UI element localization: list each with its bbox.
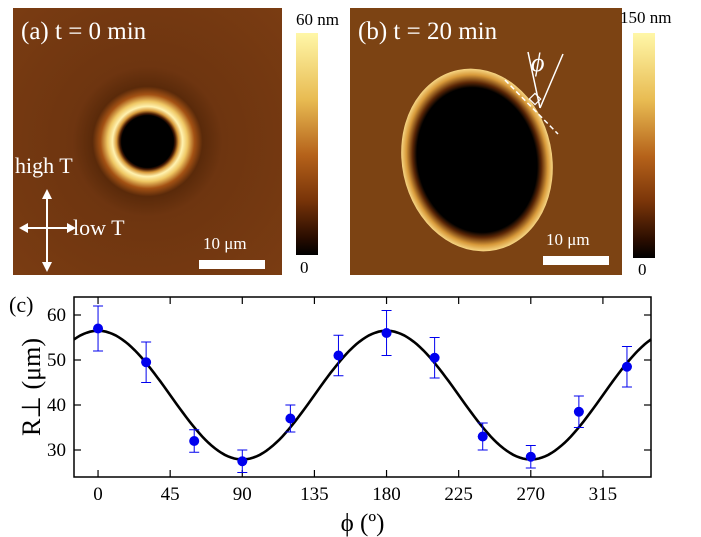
plot-frame <box>73 296 652 478</box>
high-t-label: high T <box>15 153 73 178</box>
scale-bar-b <box>543 256 609 265</box>
colorbar-a-max: 60 nm <box>296 10 339 29</box>
x-tick-label: 0 <box>93 484 103 505</box>
scale-label-b: 10 μm <box>546 230 590 249</box>
y-axis-label: R⊥ (μm) <box>17 338 46 436</box>
plot-area: 0 45 90 135 180 225 270 315 30 40 50 60R⊥ (μm) ϕ (º) <box>17 296 652 537</box>
angle-indicator <box>504 51 564 135</box>
afm-image-a: (a) t = 0 min high T low T 10 μm <box>13 8 282 275</box>
x-tick-label: 90 <box>233 484 252 505</box>
data-point <box>189 436 200 446</box>
y-tick-label: 30 <box>47 440 66 461</box>
afm-image-b: (b) t = 20 min ϕ 10 μm <box>350 8 622 275</box>
x-tick-label: 45 <box>161 484 180 505</box>
x-tick-label: 315 <box>589 484 618 505</box>
x-tick-label: 135 <box>300 484 329 505</box>
data-point <box>237 456 248 467</box>
data-point <box>285 413 296 424</box>
x-tick-label: 225 <box>444 484 473 505</box>
panel-c-label: (c) <box>9 292 34 317</box>
y-tick-label: 50 <box>47 350 66 371</box>
x-tick-label: 270 <box>517 484 546 505</box>
panel-a-title: (a) t = 0 min <box>21 18 147 45</box>
scale-label-a: 10 μm <box>203 234 247 253</box>
angle-phi-label: ϕ <box>531 48 545 77</box>
r-perp-vs-phi-chart: 0 45 90 135 180 225 270 315 30 40 50 60R⊥ (μm) ϕ (º) <box>17 296 652 537</box>
data-point <box>573 406 584 417</box>
panel-b-title: (b) t = 20 min <box>358 18 498 45</box>
data-point <box>333 350 344 361</box>
data-point <box>429 352 440 363</box>
colorbar-b-min: 0 <box>638 260 647 279</box>
low-t-label: low T <box>73 215 125 240</box>
data-point <box>141 357 152 368</box>
y-tick-label: 40 <box>47 395 66 416</box>
data-point <box>477 431 488 442</box>
fit-curve <box>73 329 652 461</box>
colorbar-a-min: 0 <box>300 258 309 277</box>
data-point <box>93 323 104 334</box>
colorbar-b-max: 150 nm <box>620 8 672 27</box>
data-point <box>525 451 536 462</box>
x-axis-label: ϕ (º) <box>341 510 385 537</box>
colorbar-a <box>296 33 318 255</box>
x-tick-label: 180 <box>372 484 401 505</box>
colorbar-b <box>633 33 655 258</box>
temperature-gradient-arrows <box>19 189 76 272</box>
data-point <box>621 361 632 372</box>
data-point <box>381 328 392 338</box>
y-tick-label: 60 <box>47 305 66 326</box>
scale-bar-a <box>199 260 265 269</box>
